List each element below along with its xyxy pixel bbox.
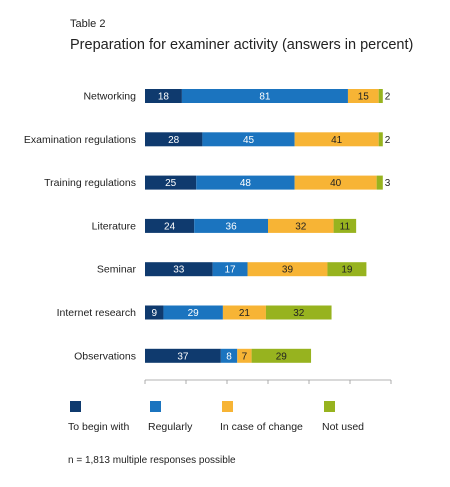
bar-regularly-networking — [181, 89, 348, 103]
value-label-in-case-of-change-examination-regulations: 41 — [331, 135, 343, 146]
category-label-observations: Observations — [74, 350, 136, 362]
value-label-to-begin-with-examination-regulations: 28 — [168, 135, 180, 146]
value-label-to-begin-with-networking: 18 — [158, 92, 170, 103]
bar-in-case-of-change-seminar — [247, 262, 328, 277]
bar-in-case-of-change-literature — [268, 218, 334, 233]
value-label-not-used-internet-research: 32 — [293, 308, 305, 319]
value-label-not-used-networking: 2 — [385, 92, 391, 103]
value-label-regularly-internet-research: 29 — [188, 308, 200, 319]
value-label-in-case-of-change-networking: 15 — [358, 92, 370, 103]
value-label-not-used-examination-regulations: 2 — [385, 135, 391, 146]
bar-to-begin-with-observations — [145, 348, 221, 363]
value-label-not-used-training-regulations: 3 — [385, 178, 391, 189]
value-label-regularly-seminar: 17 — [225, 265, 237, 276]
bar-regularly-seminar — [212, 262, 248, 277]
bar-in-case-of-change-training-regulations — [294, 175, 377, 190]
value-label-to-begin-with-observations: 37 — [177, 351, 189, 362]
bar-to-begin-with-internet-research — [145, 305, 164, 320]
category-label-networking: Networking — [83, 91, 136, 103]
bar-not-used-examination-regulations — [378, 132, 383, 147]
value-label-regularly-examination-regulations: 45 — [243, 135, 255, 146]
value-label-in-case-of-change-seminar: 39 — [282, 265, 294, 276]
value-label-in-case-of-change-literature: 32 — [295, 221, 307, 232]
value-label-not-used-observations: 29 — [276, 351, 288, 362]
bar-in-case-of-change-examination-regulations — [294, 132, 379, 147]
value-label-regularly-observations: 8 — [226, 351, 232, 362]
value-label-in-case-of-change-training-regulations: 40 — [330, 178, 342, 189]
bar-not-used-observations — [251, 348, 312, 363]
chart-title: Preparation for examiner activity (answe… — [70, 37, 414, 53]
bar-to-begin-with-literature — [145, 218, 195, 233]
bar-not-used-internet-research — [265, 305, 332, 320]
bar-in-case-of-change-observations — [237, 348, 252, 363]
bar-regularly-examination-regulations — [202, 132, 295, 147]
bar-not-used-networking — [378, 89, 383, 103]
value-label-regularly-literature: 36 — [226, 221, 238, 232]
bar-regularly-training-regulations — [196, 175, 295, 190]
value-label-to-begin-with-literature: 24 — [164, 221, 176, 232]
value-label-not-used-literature: 11 — [340, 221, 351, 232]
value-label-in-case-of-change-observations: 7 — [242, 351, 248, 362]
value-label-not-used-seminar: 19 — [341, 265, 353, 276]
bar-in-case-of-change-internet-research — [222, 305, 266, 320]
bar-regularly-observations — [220, 348, 238, 363]
value-label-regularly-networking: 81 — [259, 92, 271, 103]
category-label-literature: Literature — [92, 220, 137, 232]
category-label-training-regulations: Training regulations — [44, 177, 136, 189]
bar-not-used-literature — [333, 218, 357, 233]
bar-to-begin-with-training-regulations — [145, 175, 197, 190]
value-label-regularly-training-regulations: 48 — [240, 178, 252, 189]
value-label-to-begin-with-seminar: 33 — [173, 265, 185, 276]
value-label-to-begin-with-training-regulations: 25 — [165, 178, 177, 189]
value-label-to-begin-with-internet-research: 9 — [151, 308, 157, 319]
bar-regularly-internet-research — [163, 305, 223, 320]
category-label-internet-research: Internet research — [57, 307, 137, 319]
bar-to-begin-with-networking — [145, 89, 182, 103]
bar-in-case-of-change-networking — [347, 89, 379, 103]
value-label-in-case-of-change-internet-research: 21 — [239, 308, 251, 319]
bar-not-used-seminar — [327, 262, 367, 277]
table-label: Table 2 — [70, 18, 106, 30]
category-label-seminar: Seminar — [97, 264, 137, 276]
bar-not-used-training-regulations — [376, 175, 383, 190]
category-label-examination-regulations: Examination regulations — [24, 134, 136, 146]
bar-to-begin-with-seminar — [145, 262, 213, 277]
bar-regularly-literature — [194, 218, 268, 233]
footnote: n = 1,813 multiple responses possible — [68, 455, 236, 466]
bar-to-begin-with-examination-regulations — [145, 132, 203, 147]
